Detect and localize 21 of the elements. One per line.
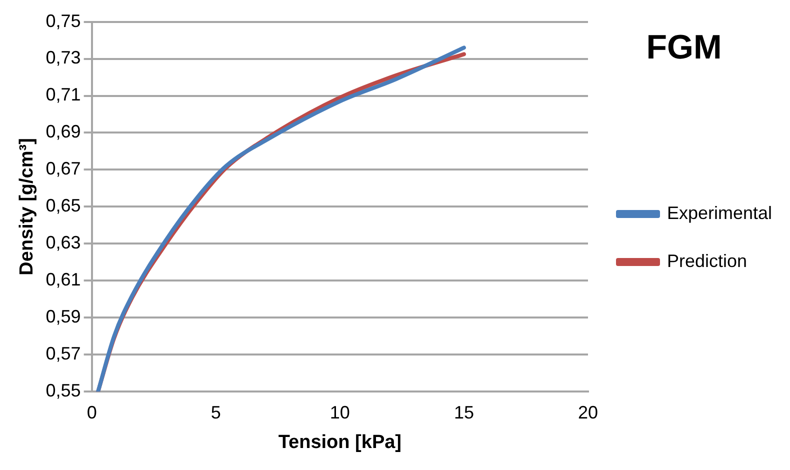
y-tick-label: 0,69 [46,122,81,142]
y-tick-label: 0,67 [46,158,81,179]
y-tick-label: 0,59 [46,306,81,327]
y-tick-label: 0,57 [46,344,81,364]
x-axis-title: Tension [kPa] [278,432,402,453]
y-tick-label: 0,73 [46,48,81,68]
x-tick-label: 20 [578,402,598,422]
text: FGM [646,28,722,66]
x-tick-label: 5 [210,402,221,422]
legend-label: Prediction [667,250,748,271]
y-tick-label: 0,65 [46,196,81,216]
x-tick-label: 0 [86,402,97,422]
y-tick-label: 0,63 [46,232,81,253]
x-tick-label: 10 [330,402,350,422]
y-axis-title: Density [g/cm³] [16,138,38,276]
y-tick-label: 0,55 [46,380,81,401]
y-tick-label: 0,61 [46,270,81,290]
y-tick-label: 0,71 [46,84,81,105]
y-tick-label: 0,75 [46,10,81,31]
legend-label: Experimental [667,202,772,223]
x-tick-label: 15 [454,402,474,422]
